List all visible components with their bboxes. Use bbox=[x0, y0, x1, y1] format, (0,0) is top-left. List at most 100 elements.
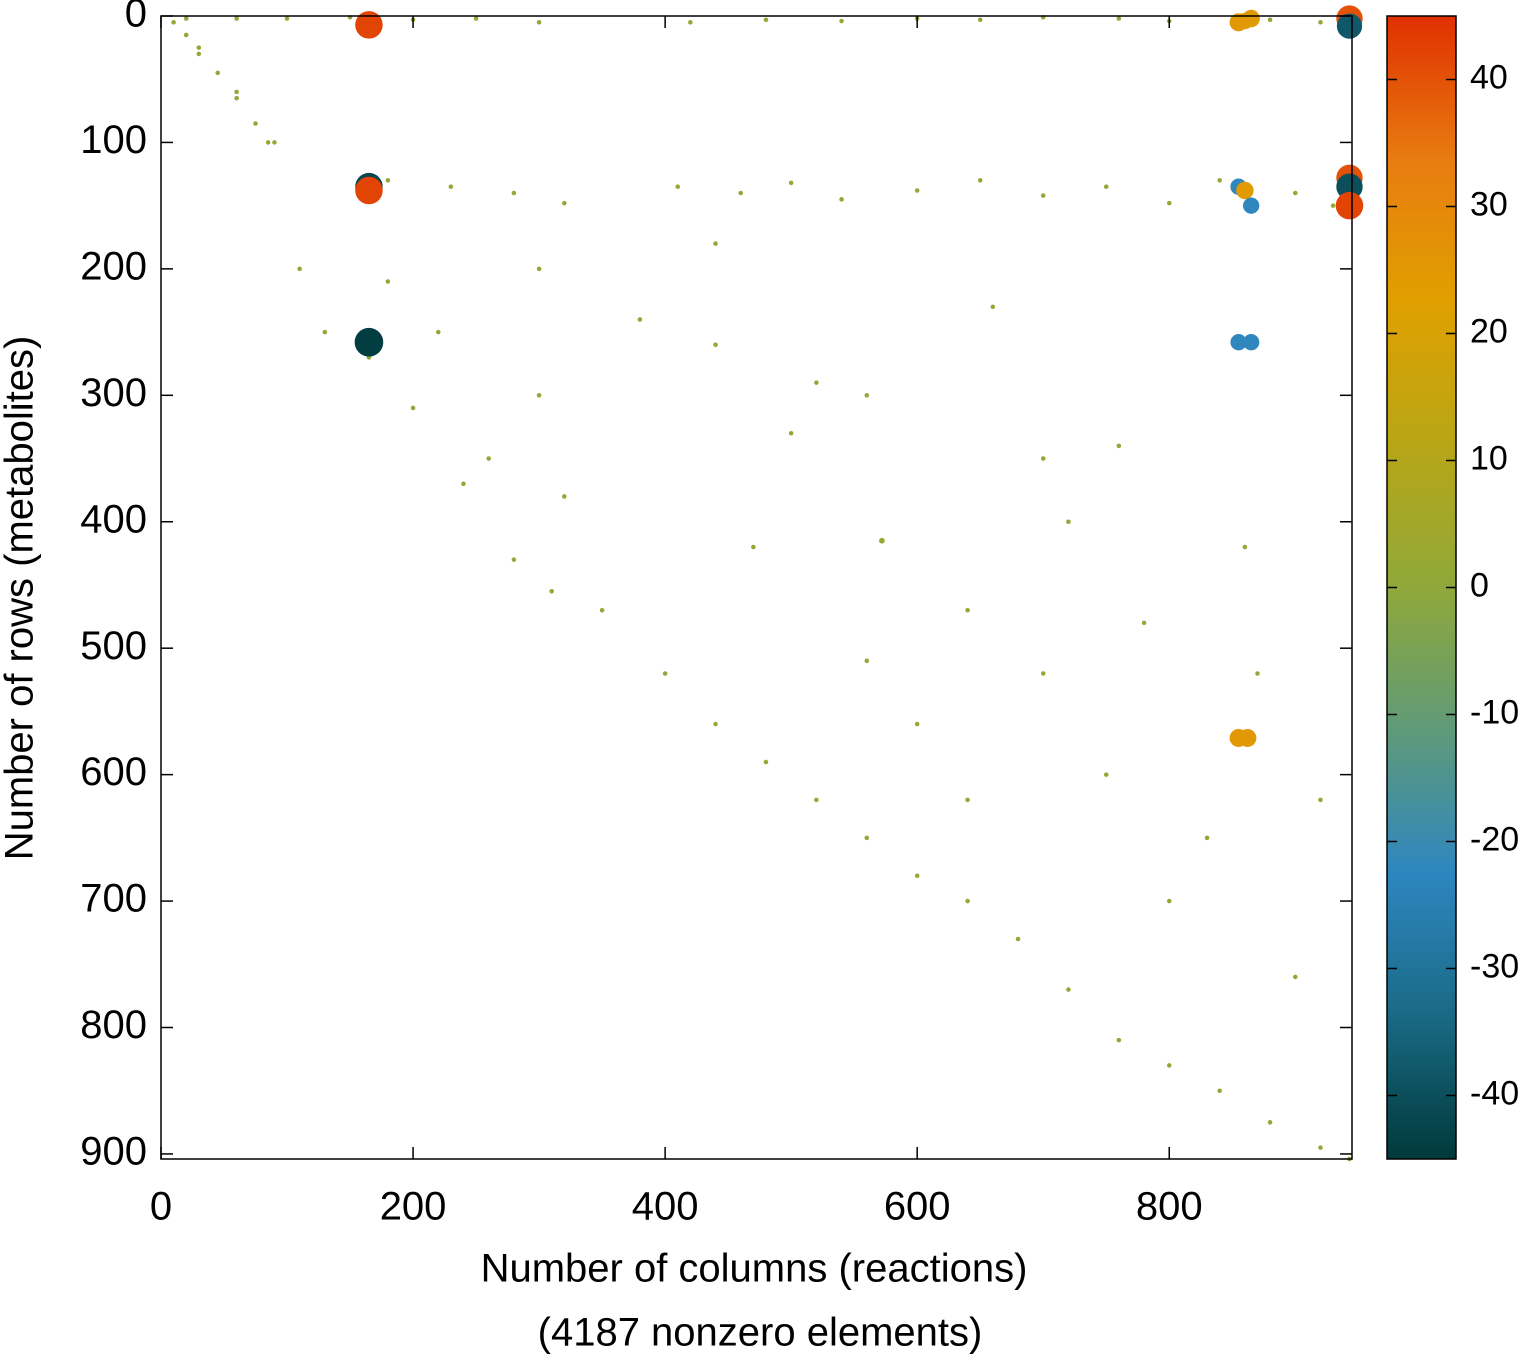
nonzero-point bbox=[253, 121, 258, 126]
nonzero-point bbox=[675, 184, 681, 189]
nonzero-point bbox=[511, 190, 517, 196]
y-tick-label: 900 bbox=[80, 1130, 147, 1174]
nonzero-point bbox=[1318, 797, 1323, 803]
nonzero-point bbox=[355, 11, 383, 39]
nonzero-point bbox=[637, 317, 643, 322]
nonzero-point bbox=[1116, 1037, 1122, 1043]
nonzero-point bbox=[435, 329, 441, 335]
nonzero-point bbox=[1141, 620, 1147, 626]
nonzero-point bbox=[814, 797, 819, 803]
plot-frame bbox=[160, 15, 1353, 1160]
nonzero-point bbox=[965, 898, 970, 904]
colorbar-tick-label: 40 bbox=[1470, 58, 1508, 96]
nonzero-point bbox=[322, 329, 328, 335]
nonzero-point bbox=[234, 89, 239, 95]
nonzero-point bbox=[355, 176, 383, 205]
nonzero-point bbox=[1166, 898, 1172, 904]
nonzero-point bbox=[1243, 197, 1260, 214]
nonzero-point bbox=[1336, 173, 1363, 200]
nonzero-point bbox=[1293, 190, 1298, 196]
colorbar-tick-label: -10 bbox=[1470, 693, 1519, 731]
nonzero-point bbox=[1040, 671, 1046, 676]
nonzero-point bbox=[990, 304, 996, 310]
colorbar-tick-label: 0 bbox=[1470, 566, 1489, 604]
nonzero-point bbox=[1103, 772, 1109, 777]
nonzero-point bbox=[864, 835, 870, 841]
nonzero-point bbox=[562, 200, 567, 206]
colorbar-tick-label: -30 bbox=[1470, 947, 1519, 985]
nonzero-point bbox=[1015, 936, 1021, 942]
nonzero-point bbox=[965, 607, 970, 613]
y-tick-label: 800 bbox=[80, 1003, 147, 1047]
nonzero-point bbox=[738, 190, 744, 196]
nonzero-point bbox=[562, 494, 567, 499]
nonzero-point bbox=[751, 544, 756, 550]
nonzero-point bbox=[599, 607, 605, 613]
nonzero-point bbox=[410, 405, 416, 411]
x-tick-label: 200 bbox=[380, 1185, 447, 1229]
nonzero-point bbox=[234, 16, 239, 21]
nonzero-point bbox=[461, 481, 466, 487]
nonzero-point bbox=[1255, 671, 1260, 676]
nonzero-point bbox=[549, 589, 554, 594]
nonzero-point bbox=[839, 197, 844, 202]
y-tick-label: 700 bbox=[80, 877, 147, 921]
nonzero-point bbox=[788, 430, 794, 436]
nonzero-point bbox=[662, 671, 668, 676]
colorbar-tick-label: -40 bbox=[1470, 1074, 1519, 1112]
nonzero-point bbox=[814, 380, 819, 385]
nonzero-point bbox=[914, 188, 920, 193]
x-axis-label: Number of columns (reactions) bbox=[481, 1247, 1028, 1291]
nonzero-point bbox=[536, 20, 542, 25]
nonzero-point bbox=[713, 342, 718, 348]
nonzero-point bbox=[1230, 334, 1247, 351]
nonzero-point bbox=[234, 95, 239, 101]
nonzero-point bbox=[284, 16, 290, 21]
nonzero-point bbox=[1217, 178, 1222, 183]
nonzero-point bbox=[272, 140, 277, 145]
nonzero-point bbox=[183, 16, 189, 21]
nonzero-point bbox=[1116, 16, 1122, 21]
nonzero-point bbox=[1267, 17, 1273, 23]
y-tick-label: 100 bbox=[80, 118, 147, 162]
nonzero-point bbox=[713, 721, 718, 727]
nonzero-point bbox=[448, 184, 454, 189]
y-axis-label: Number of rows (metabolites) bbox=[0, 336, 42, 861]
nonzero-point bbox=[536, 393, 542, 398]
nonzero-point bbox=[977, 17, 983, 23]
nonzero-point bbox=[864, 658, 870, 664]
nonzero-point bbox=[1243, 334, 1260, 351]
nonzero-point bbox=[763, 759, 769, 765]
nonzero-point bbox=[215, 70, 220, 76]
y-tick-label: 200 bbox=[80, 244, 147, 288]
nonzero-point bbox=[879, 537, 885, 544]
nonzero-point bbox=[1293, 974, 1298, 980]
colorbar-tick-label: 20 bbox=[1470, 312, 1508, 350]
nonzero-point bbox=[1066, 519, 1071, 525]
nonzero-point bbox=[1217, 1088, 1222, 1094]
nonzero-point bbox=[354, 327, 384, 357]
nonzero-point bbox=[1204, 835, 1210, 841]
x-axis-label: (4187 nonzero elements) bbox=[538, 1311, 983, 1355]
colorbar-tick-label: 10 bbox=[1470, 439, 1508, 477]
nonzero-point bbox=[1166, 1063, 1172, 1068]
nonzero-point bbox=[1116, 443, 1122, 449]
nonzero-point bbox=[297, 266, 302, 272]
nonzero-point bbox=[1229, 13, 1248, 32]
y-tick-label: 600 bbox=[80, 750, 147, 794]
y-tick-label: 300 bbox=[80, 371, 147, 415]
nonzero-point bbox=[788, 180, 794, 186]
nonzero-point bbox=[1318, 1145, 1323, 1150]
y-tick-label: 500 bbox=[80, 624, 147, 668]
nonzero-point bbox=[511, 557, 517, 562]
nonzero-point bbox=[914, 721, 920, 727]
x-tick-label: 0 bbox=[150, 1185, 172, 1229]
nonzero-point bbox=[688, 20, 693, 25]
nonzero-point bbox=[1330, 203, 1336, 208]
nonzero-point bbox=[385, 178, 391, 183]
x-tick-label: 800 bbox=[1136, 1185, 1203, 1229]
nonzero-point bbox=[183, 32, 189, 38]
nonzero-point bbox=[1166, 200, 1172, 206]
nonzero-point bbox=[536, 266, 542, 272]
